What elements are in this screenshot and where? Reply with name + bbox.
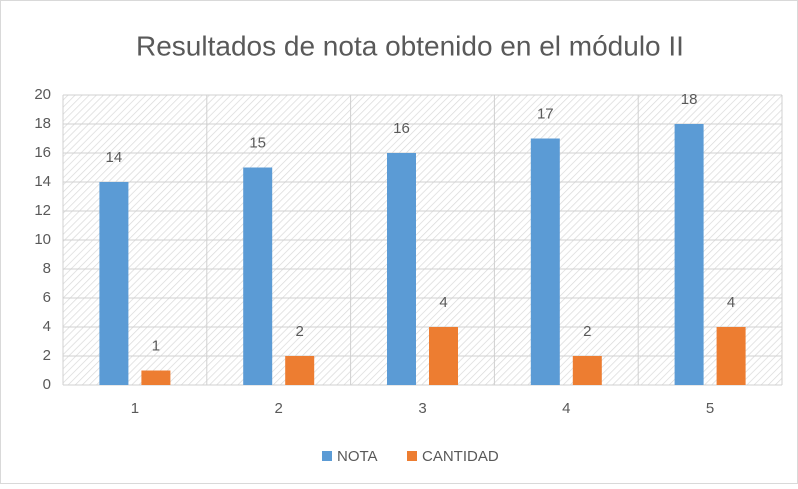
data-label: 16 [393,120,410,137]
data-label: 4 [727,294,735,311]
grid [62,94,783,386]
bar [285,356,315,385]
x-tick-label: 4 [562,400,570,417]
y-tick-label: 8 [43,260,51,277]
legend-swatch [407,451,417,461]
y-tick-label: 0 [43,376,51,393]
data-label: 18 [681,91,698,108]
bar [99,182,129,385]
bar [572,356,602,385]
legend-swatch [322,451,332,461]
bar [429,327,458,385]
bar [530,138,560,385]
y-tick-label: 6 [43,289,51,306]
bar [674,124,704,385]
bar [387,153,416,385]
bar [243,167,273,385]
chart-title: Resultados de nota obtenido en el módulo… [136,30,684,61]
y-tick-label: 12 [34,202,51,219]
x-tick-label: 1 [131,400,139,417]
bar [141,370,171,385]
data-label: 17 [537,105,554,122]
y-tick-label: 20 [34,86,51,103]
marks [99,124,746,385]
data-label: 14 [106,149,123,166]
y-tick-label: 2 [43,347,51,364]
data-label: 2 [583,323,591,340]
data-label: 4 [439,294,447,311]
data-label: 1 [152,337,160,354]
y-tick-label: 4 [43,318,51,335]
legend-label: NOTA [337,448,378,465]
x-tick-label: 2 [275,400,283,417]
bar [716,327,746,385]
y-tick-label: 16 [34,144,51,161]
data-label: 2 [296,323,304,340]
y-tick-label: 14 [34,173,51,190]
x-tick-label: 5 [706,400,714,417]
y-tick-label: 10 [34,231,51,248]
data-label: 15 [249,134,266,151]
x-tick-label: 3 [418,400,426,417]
y-tick-label: 18 [34,115,51,132]
legend-label: CANTIDAD [422,448,499,465]
